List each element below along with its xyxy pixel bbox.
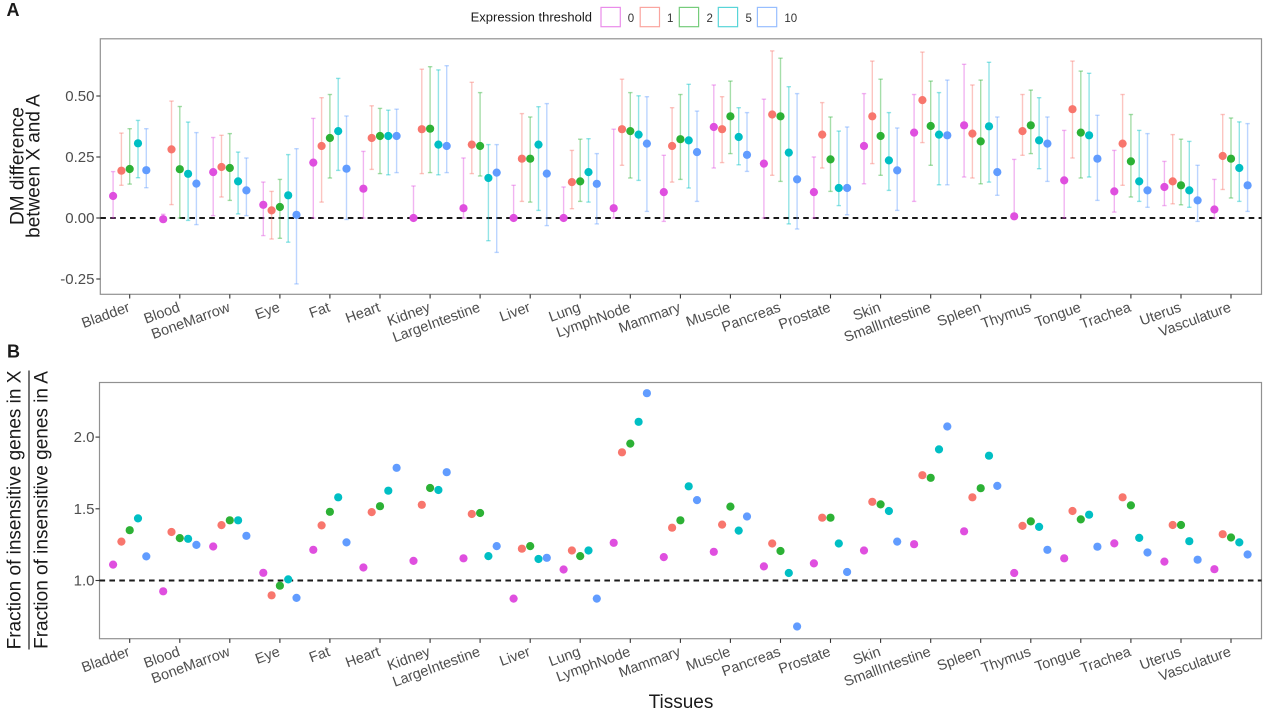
svg-text:B: B xyxy=(7,342,20,362)
svg-text:Fat: Fat xyxy=(307,644,332,666)
svg-text:5: 5 xyxy=(746,13,752,25)
svg-text:DM difference: DM difference xyxy=(8,107,29,225)
svg-text:0.50: 0.50 xyxy=(65,88,94,105)
svg-text:1.0: 1.0 xyxy=(74,573,95,590)
svg-text:Tissues: Tissues xyxy=(649,692,714,713)
svg-text:10: 10 xyxy=(784,13,797,25)
svg-text:Fat: Fat xyxy=(307,300,332,322)
svg-text:Fraction of insensitive genes: Fraction of insensitive genes in X xyxy=(5,370,26,649)
svg-text:0: 0 xyxy=(628,13,634,25)
svg-text:0.00: 0.00 xyxy=(65,210,94,227)
svg-text:1.5: 1.5 xyxy=(74,501,95,518)
svg-text:Fraction of insensitive genes: Fraction of insensitive genes in A xyxy=(32,371,53,649)
svg-text:1: 1 xyxy=(667,13,673,25)
svg-text:between X and A: between X and A xyxy=(24,94,45,238)
svg-text:-0.25: -0.25 xyxy=(60,271,94,288)
svg-text:Expression threshold: Expression threshold xyxy=(471,10,592,25)
svg-text:A: A xyxy=(7,0,20,20)
svg-text:0.25: 0.25 xyxy=(65,149,94,166)
svg-text:2: 2 xyxy=(707,13,713,25)
svg-text:2.0: 2.0 xyxy=(74,429,95,446)
